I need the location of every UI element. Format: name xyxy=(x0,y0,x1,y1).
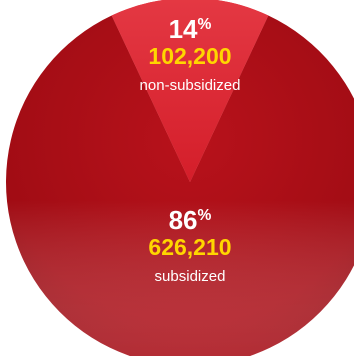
slice-name-label-non-subsidized: non-subsidized xyxy=(140,77,241,94)
slice-name-label-subsidized: subsidized xyxy=(155,268,226,285)
count-label-subsidized: 626,210 xyxy=(148,234,231,260)
pie-slice-highlight xyxy=(111,0,269,182)
percent-label-subsidized: 86% xyxy=(169,205,212,235)
percent-label-non-subsidized: 14% xyxy=(169,14,212,44)
count-label-non-subsidized: 102,200 xyxy=(148,43,231,69)
pie-glow xyxy=(6,0,354,356)
